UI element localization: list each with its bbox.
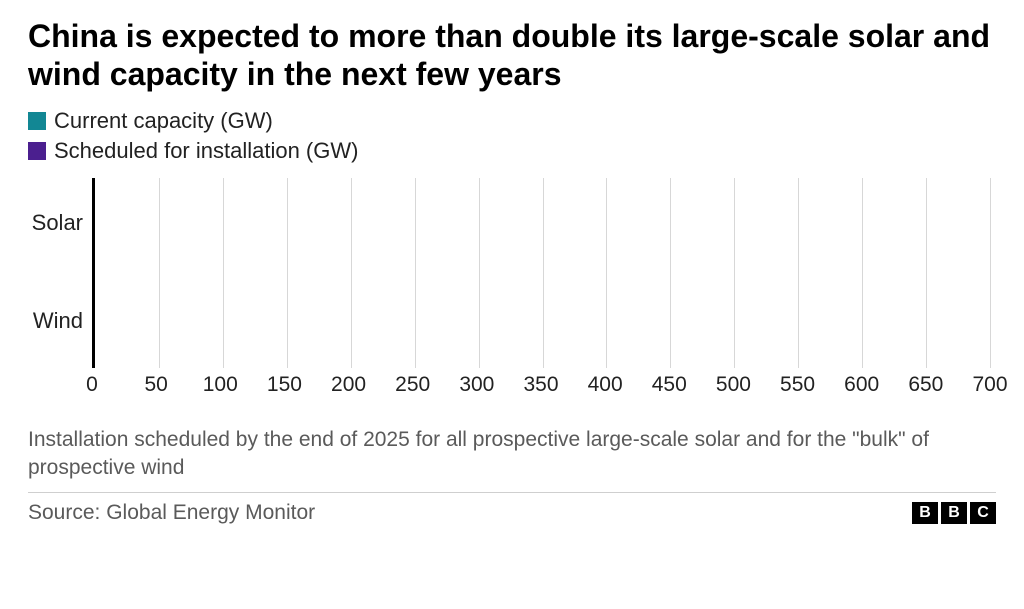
legend: Current capacity (GW) Scheduled for inst… xyxy=(28,108,996,164)
plot: SolarWind xyxy=(92,178,990,368)
x-tick-label: 550 xyxy=(780,373,815,397)
x-tick-label: 50 xyxy=(144,373,167,397)
x-tick-label: 100 xyxy=(203,373,238,397)
divider xyxy=(28,492,996,493)
y-axis-label: Solar xyxy=(32,210,83,236)
x-tick-label: 200 xyxy=(331,373,366,397)
x-axis: 0501001502002503003504004505005506006507… xyxy=(92,373,990,403)
x-tick-label: 650 xyxy=(908,373,943,397)
x-tick-label: 250 xyxy=(395,373,430,397)
x-tick-label: 600 xyxy=(844,373,879,397)
legend-label: Scheduled for installation (GW) xyxy=(54,138,358,164)
legend-item: Scheduled for installation (GW) xyxy=(28,138,996,164)
x-tick-label: 150 xyxy=(267,373,302,397)
x-tick-label: 350 xyxy=(523,373,558,397)
y-axis-label: Wind xyxy=(33,308,83,334)
bars-container xyxy=(95,178,990,368)
bbc-logo-letter: B xyxy=(912,502,938,524)
legend-swatch-current xyxy=(28,112,46,130)
chart-note: Installation scheduled by the end of 202… xyxy=(28,426,996,483)
chart-area: SolarWind 050100150200250300350400450500… xyxy=(92,178,990,408)
x-tick-label: 450 xyxy=(652,373,687,397)
x-tick-label: 500 xyxy=(716,373,751,397)
x-tick-label: 700 xyxy=(972,373,1007,397)
chart-title: China is expected to more than double it… xyxy=(28,18,996,94)
x-tick-label: 400 xyxy=(588,373,623,397)
legend-swatch-scheduled xyxy=(28,142,46,160)
legend-label: Current capacity (GW) xyxy=(54,108,273,134)
legend-item: Current capacity (GW) xyxy=(28,108,996,134)
bbc-logo-letter: C xyxy=(970,502,996,524)
bbc-logo-letter: B xyxy=(941,502,967,524)
x-tick-label: 0 xyxy=(86,373,98,397)
footer: Source: Global Energy Monitor B B C xyxy=(28,501,996,525)
gridline xyxy=(990,178,991,368)
source-text: Source: Global Energy Monitor xyxy=(28,501,315,525)
bbc-logo: B B C xyxy=(912,502,996,524)
x-tick-label: 300 xyxy=(459,373,494,397)
